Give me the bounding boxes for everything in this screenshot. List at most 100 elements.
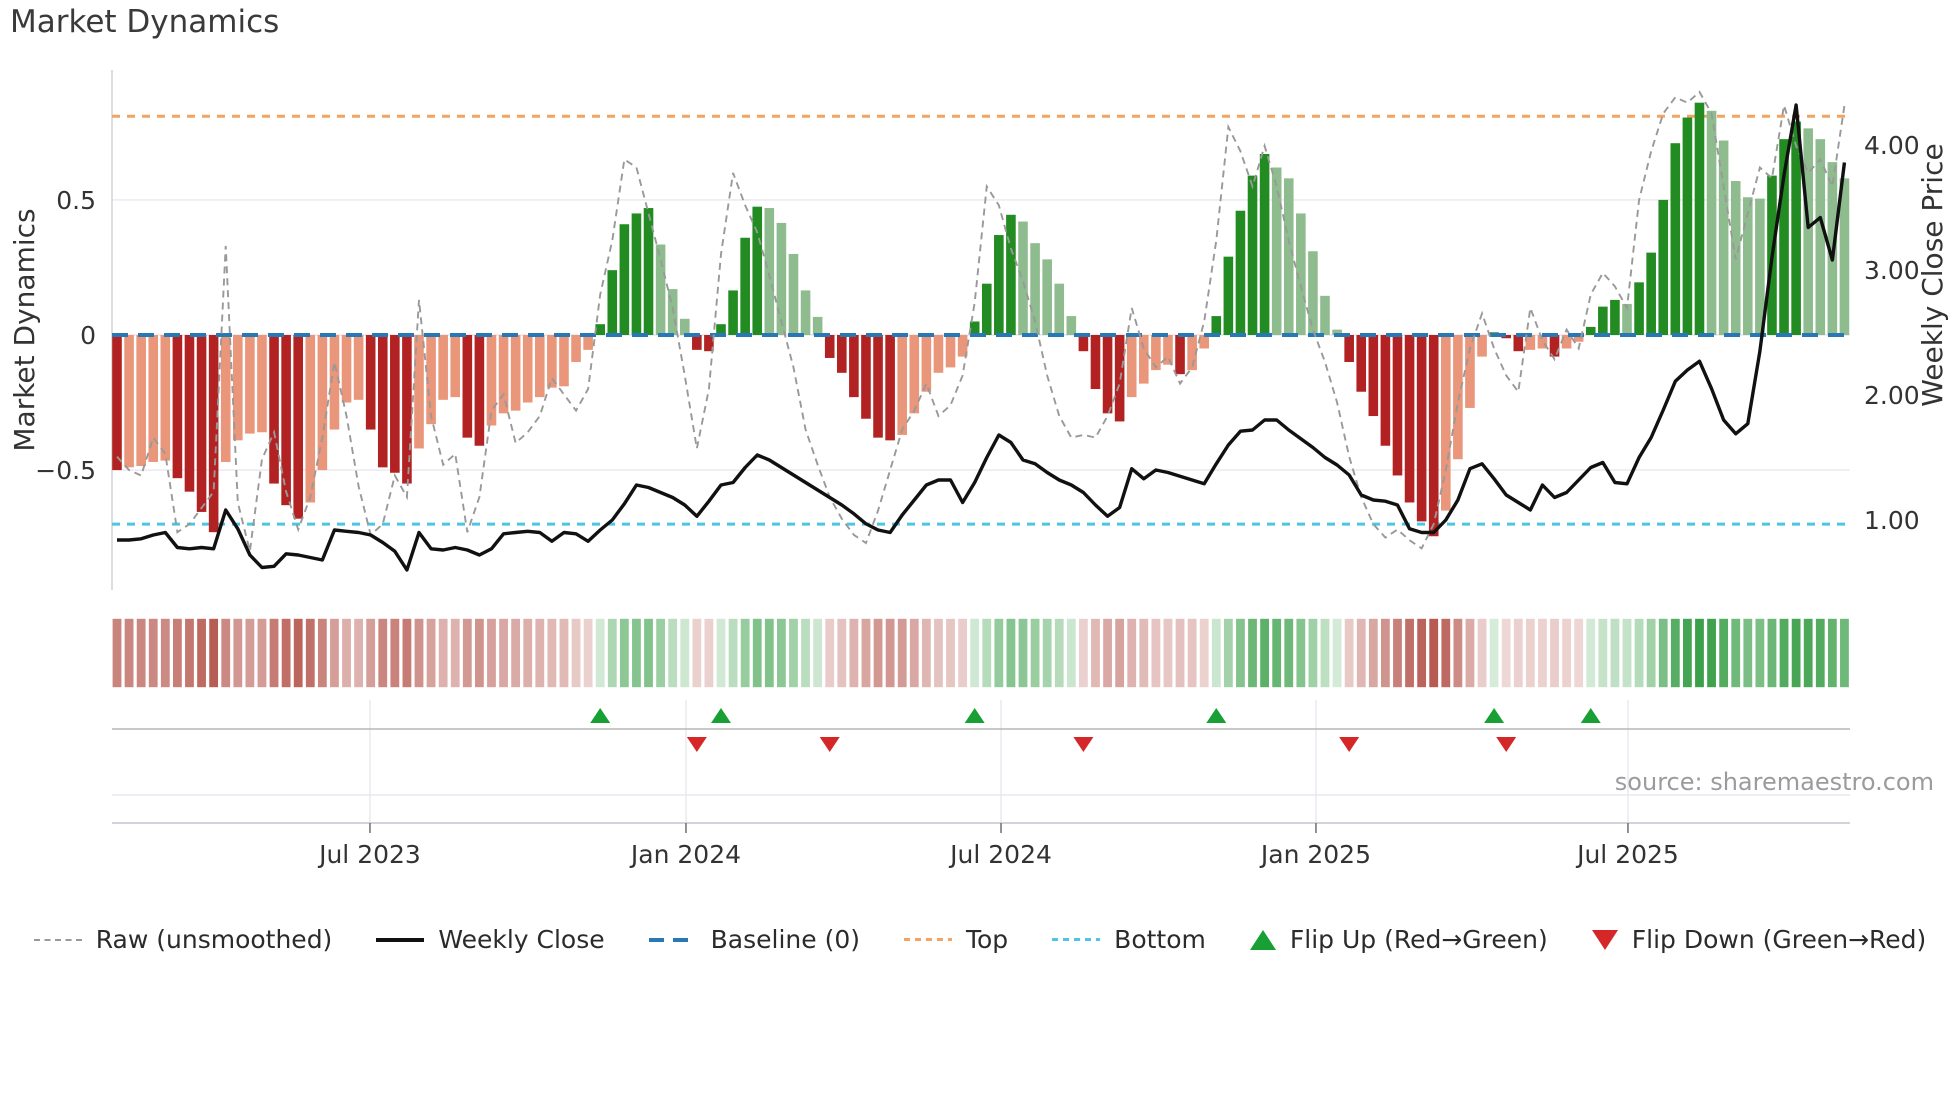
heatmap-cell [1379,617,1392,689]
heatmap-cell [1222,617,1235,689]
heatmap-cell [884,617,897,689]
oscillator-bar [981,283,992,335]
oscillator-bar [1694,102,1705,335]
heatmap-cell [811,617,824,689]
legend-item-top: Top [903,925,1008,954]
oscillator-bar [535,334,545,398]
oscillator-bar [1332,329,1342,335]
legend-item-baseline: Baseline (0) [648,925,860,954]
page-title: Market Dynamics [10,4,280,40]
oscillator-bar [595,324,605,335]
oscillator-bar [1380,334,1391,446]
oscillator-bar [1018,221,1028,335]
heatmap-cell [968,617,981,689]
heatmap-cell [1488,617,1501,689]
oscillator-bar [1791,121,1801,335]
heatmap-cell [171,617,184,689]
right-axis-tick: 1.00 [1864,506,1920,535]
oscillator-bar [402,334,412,484]
oscillator-bar [124,334,134,468]
heatmap-cell [1174,617,1187,689]
oscillator-bar [136,334,146,467]
heatmap-cell [1065,617,1078,689]
heatmap-cell [111,617,124,689]
oscillator-bar [945,334,956,368]
heatmap-cell [280,617,293,689]
heatmap-cell [1584,617,1597,689]
oscillator-bar [1501,334,1511,339]
oscillator-bar [559,334,569,387]
oscillator-bar [764,208,775,335]
oscillator-bar [184,334,195,492]
flip-down-marker [1073,737,1094,752]
oscillator-bar [969,321,980,335]
heatmap-cell [485,617,498,689]
oscillator-bar [1078,334,1089,352]
oscillator-bar [1344,334,1354,363]
oscillator-bar [897,334,907,435]
left-axis-label: Market Dynamics [8,208,41,451]
oscillator-bar [1308,251,1318,335]
heatmap-cell [1536,617,1549,689]
heatmap-cell [159,617,172,689]
oscillator-bar [293,334,303,519]
heatmap-cell [570,617,583,689]
heatmap-cell [521,617,534,689]
oscillator-bar [1235,210,1246,335]
heatmap-cell [400,617,413,689]
heatmap-cell [1560,617,1573,689]
oscillator-bar [1706,110,1717,335]
heatmap-cell [147,617,160,689]
oscillator-bar [1441,334,1451,511]
oscillator-bar [522,334,533,403]
heatmap-cell [1089,617,1102,689]
heatmap-cell [509,617,522,689]
oscillator-bar [426,334,436,425]
heatmap-cell [1548,617,1561,689]
heatmap-cell [908,617,921,689]
heatmap-cell [1149,617,1162,689]
heatmap-cell [1415,617,1428,689]
oscillator-bar [1525,334,1536,350]
heatmap-cell [1282,617,1295,689]
heatmap-cell [775,617,788,689]
oscillator-bar [752,206,763,335]
oscillator-bar [281,334,291,506]
heatmap-cell [1693,617,1706,689]
heatmap-cell [847,617,860,689]
oscillator-bar [547,334,557,388]
heatmap-cell [207,617,220,689]
heatmap-cell [1041,617,1054,689]
heatmap-cell [1524,617,1537,689]
oscillator-bar [1646,252,1656,335]
oscillator-bar [353,334,364,400]
oscillator-bar [583,334,593,350]
oscillator-bar [1718,140,1729,335]
oscillator-bar [1453,334,1463,460]
heatmap-cell [243,617,256,689]
heatmap-cell [1826,617,1839,689]
heatmap-cell [1258,617,1271,689]
x-axis-tick: Jul 2025 [1575,840,1679,869]
flip-down-triangle-icon [1591,929,1618,950]
oscillator-bar [474,334,485,446]
oscillator-bar [1622,303,1632,335]
oscillator-bar [1839,178,1850,335]
oscillator-bar [1573,334,1584,342]
oscillator-bar [1054,283,1065,335]
legend-item-bottom: Bottom [1052,925,1206,954]
oscillator-bar [1404,334,1415,503]
heatmap-cell [690,617,703,689]
heatmap-cell [1669,617,1682,689]
heatmap-cell [557,617,570,689]
oscillator-bar [1199,334,1209,349]
heatmap-cell [1741,617,1754,689]
heatmap-cell [1463,617,1476,689]
oscillator-bar [655,244,666,335]
oscillator-bar [1549,334,1560,357]
heatmap-cell [533,617,546,689]
heatmap-cell [1500,617,1513,689]
heatmap-cell [1343,617,1356,689]
oscillator-bar [498,334,509,414]
heatmap-cell [497,617,510,689]
